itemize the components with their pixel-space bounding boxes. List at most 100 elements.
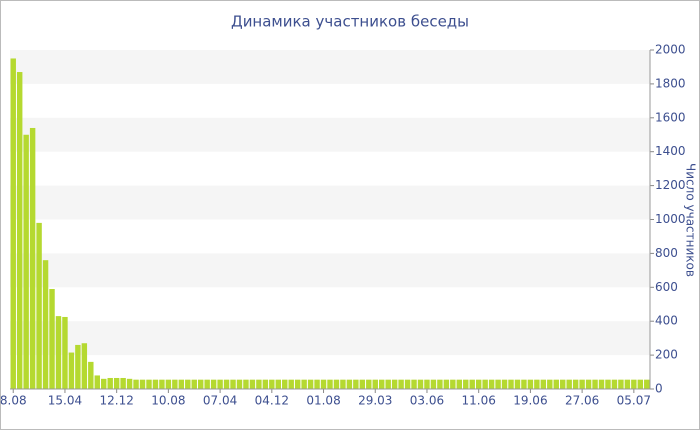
bar [379,379,385,389]
x-tick-label: 10.08 [151,394,185,408]
bar [139,379,146,389]
bar [294,379,301,389]
x-tick-label: 15.04 [48,394,82,408]
bar [437,379,443,389]
bar [495,379,501,389]
bar [605,379,611,389]
bar [508,379,514,389]
bar [469,379,475,389]
bar [107,377,113,389]
grid-band [10,117,650,152]
y-tick-label: 400 [655,314,678,328]
bar [249,379,256,389]
bar [262,379,269,389]
bar [120,377,126,389]
bar [585,379,592,389]
y-axis-label: Число участников [684,163,698,277]
y-tick-label: 2000 [655,43,686,57]
bar [424,379,430,389]
bar [16,72,23,389]
bar [488,379,495,389]
bar [217,379,223,389]
bar [644,379,650,389]
bar [463,379,469,389]
bar [346,379,353,389]
x-tick-label: 19.06 [513,394,547,408]
x-tick-label: 03.06 [410,394,444,408]
bar [101,378,107,389]
bar [592,379,598,389]
x-tick-label: 05.07 [617,394,651,408]
bar [243,379,249,389]
bar [624,379,631,389]
bar [566,379,572,389]
x-tick-label: 27.06 [565,394,599,408]
bar [256,379,262,389]
x-tick-label: 11.06 [462,394,496,408]
bar [579,379,585,389]
bar [126,378,133,389]
bar [282,379,288,389]
bar [547,379,553,389]
bar [133,379,139,389]
bar [534,379,540,389]
bar [165,379,172,389]
bar [391,379,398,389]
bar [307,379,314,389]
bar [521,379,527,389]
y-tick-label: 1400 [655,144,686,158]
bar [23,134,29,389]
y-tick-label: 1000 [655,212,686,226]
grid-band [10,50,650,84]
bar [333,379,340,389]
bar [185,379,191,389]
grid-band [10,253,650,288]
bar [456,379,463,389]
bar [553,379,559,389]
bar [514,379,521,389]
bar [301,379,307,389]
bar [36,222,42,389]
bar [372,379,378,389]
bar [618,379,624,389]
bar [340,379,346,389]
bar [42,260,49,389]
bar [75,344,81,389]
bar [204,379,210,389]
bar [29,127,36,389]
bar [210,379,217,389]
bar [314,379,320,389]
bar [404,379,411,389]
bar [398,379,404,389]
bar [598,379,605,389]
y-tick-label: 1800 [655,76,686,90]
bar [353,379,359,389]
x-tick-label: 12.12 [99,394,133,408]
bar [540,379,547,389]
bar [572,379,579,389]
bar [88,361,94,389]
bar [223,379,230,389]
bar [94,375,100,389]
x-tick-label: 07.04 [203,394,237,408]
bar [320,379,327,389]
bar [288,379,294,389]
bar [62,316,68,389]
bar [475,379,482,389]
bar [501,379,508,389]
bar [560,379,566,389]
bar [385,379,391,389]
bar [327,379,333,389]
bar [359,379,366,389]
bar [637,379,644,389]
bar [146,379,152,389]
bar [55,316,62,389]
bar [450,379,456,389]
y-tick-label: 800 [655,246,678,260]
x-tick-label: 01.08 [306,394,340,408]
x-tick-label: 29.03 [358,394,392,408]
bar [178,379,185,389]
bar [275,379,281,389]
grid-band [10,321,650,356]
